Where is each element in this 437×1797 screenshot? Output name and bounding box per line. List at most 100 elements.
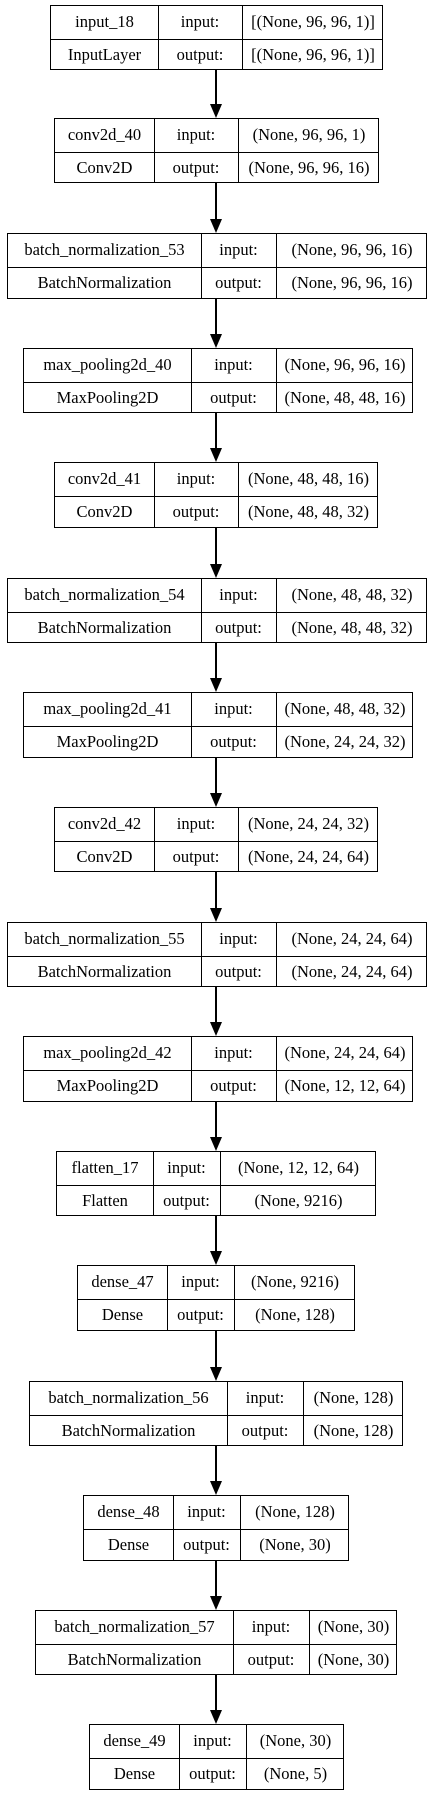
layer-name: flatten_17 (71, 1158, 139, 1177)
input-label: input: (219, 929, 258, 948)
column-divider (246, 1725, 247, 1789)
column-divider (220, 1152, 221, 1215)
layer-name: dense_48 (97, 1502, 160, 1522)
layer-type: BatchNormalization (67, 1649, 202, 1669)
layer-type: MaxPooling2D (56, 732, 159, 752)
column-divider (154, 463, 155, 527)
column-divider (201, 923, 202, 986)
output-label: output: (163, 1190, 210, 1210)
arrow-head-icon (210, 564, 222, 578)
output-label: output: (247, 1649, 295, 1669)
layer-name: conv2d_40 (67, 125, 142, 144)
column-divider (240, 1496, 241, 1560)
column-divider (167, 1266, 168, 1330)
input-label: input: (193, 1731, 232, 1751)
input-shape: (None, 128) (313, 1388, 394, 1407)
column-divider (233, 1611, 234, 1674)
input-shape: (None, 9216) (251, 1272, 339, 1292)
column-divider (309, 1611, 310, 1674)
layer-node-max_pooling2d_42: max_pooling2d_42 input: (None, 24, 24, 64)… (23, 1036, 413, 1102)
arrow-head-icon (210, 1481, 222, 1495)
input-shape: (None, 24, 24, 32) (248, 814, 369, 833)
column-divider (173, 1496, 174, 1560)
input-label: input: (214, 1043, 253, 1063)
arrow-head-icon (210, 1251, 222, 1265)
output-shape: (None, 128) (255, 1305, 335, 1325)
layer-node-batch_normalization_55: batch_normalization_55 input: (None, 24, 2… (7, 922, 427, 987)
output-shape: (None, 30) (317, 1649, 390, 1669)
output-label: output: (215, 617, 262, 637)
output-label: output: (215, 961, 262, 981)
row-divider (55, 840, 377, 842)
output-label: output: (183, 1535, 230, 1555)
layer-node-max_pooling2d_41: max_pooling2d_41 input: (None, 48, 48, 32)… (23, 692, 413, 758)
input-shape: (None, 96, 96, 1) (252, 125, 366, 144)
layer-name: dense_49 (103, 1731, 166, 1751)
input-label: input: (187, 1502, 226, 1522)
input-shape: (None, 24, 24, 64) (291, 929, 413, 948)
output-shape: [(None, 96, 96, 1)] (251, 44, 375, 64)
layer-name: max_pooling2d_42 (43, 1043, 172, 1063)
row-divider (36, 1643, 396, 1645)
arrow-head-icon (210, 1022, 222, 1036)
input-label: input: (251, 1617, 291, 1636)
layer-name: batch_normalization_57 (54, 1617, 215, 1636)
input-label: input: (176, 814, 216, 833)
output-shape: (None, 9216) (254, 1190, 343, 1210)
column-divider (303, 1382, 304, 1445)
output-label: output: (189, 1764, 236, 1784)
layer-node-conv2d_40: conv2d_40 input: (None, 96, 96, 1) Conv2D ou… (54, 118, 379, 183)
arrow-head-icon (210, 908, 222, 922)
input-label: input: (219, 585, 258, 604)
output-shape: (None, 96, 96, 16) (291, 273, 413, 293)
layer-name: batch_normalization_53 (24, 240, 185, 260)
column-divider (238, 463, 239, 527)
column-divider (276, 1037, 277, 1101)
input-label: input: (245, 1388, 285, 1407)
layer-node-input_18: input_18 input: [(None, 96, 96, 1)] InputLa… (50, 5, 383, 70)
row-divider (51, 38, 382, 40)
input-label: input: (219, 240, 258, 260)
layer-type: Conv2D (76, 846, 133, 866)
arrow-head-icon (210, 448, 222, 462)
output-shape: (None, 96, 96, 16) (248, 157, 370, 177)
input-shape: (None, 48, 48, 32) (291, 585, 413, 604)
arrow-head-icon (210, 1596, 222, 1610)
input-shape: (None, 24, 24, 64) (284, 1043, 406, 1063)
layer-node-dense_47: dense_47 input: (None, 9216) Dense output: (N… (77, 1265, 355, 1331)
input-label: input: (180, 12, 220, 31)
input-label: input: (176, 469, 216, 489)
row-divider (24, 381, 412, 383)
column-divider (154, 808, 155, 871)
column-divider (179, 1725, 180, 1789)
column-divider (276, 693, 277, 757)
column-divider (153, 1152, 154, 1215)
input-shape: (None, 128) (255, 1502, 335, 1522)
output-shape: (None, 128) (313, 1420, 394, 1440)
input-shape: [(None, 96, 96, 1)] (251, 12, 375, 31)
output-label: output: (210, 1076, 257, 1096)
layer-name: max_pooling2d_41 (43, 699, 172, 719)
input-label: input: (214, 699, 253, 719)
layer-node-conv2d_41: conv2d_41 input: (None, 48, 48, 16) Conv2D o… (54, 462, 378, 528)
layer-type: MaxPooling2D (56, 387, 159, 407)
row-divider (24, 726, 412, 727)
arrow-head-icon (210, 1710, 222, 1724)
column-divider (238, 808, 239, 871)
arrow-head-icon (210, 219, 222, 233)
input-label: input: (181, 1272, 220, 1292)
column-divider (191, 693, 192, 757)
input-label: input: (176, 125, 216, 144)
row-divider (8, 267, 426, 268)
layer-node-batch_normalization_54: batch_normalization_54 input: (None, 48, 4… (7, 578, 427, 643)
column-divider (227, 1382, 228, 1445)
output-label: output: (215, 273, 262, 293)
column-divider (201, 579, 202, 642)
arrow-head-icon (210, 1137, 222, 1151)
layer-type: Conv2D (76, 502, 133, 522)
output-label: output: (210, 387, 257, 407)
layer-name: batch_normalization_56 (48, 1388, 209, 1407)
column-divider (242, 6, 243, 69)
column-divider (154, 119, 155, 182)
input-label: input: (214, 355, 253, 374)
